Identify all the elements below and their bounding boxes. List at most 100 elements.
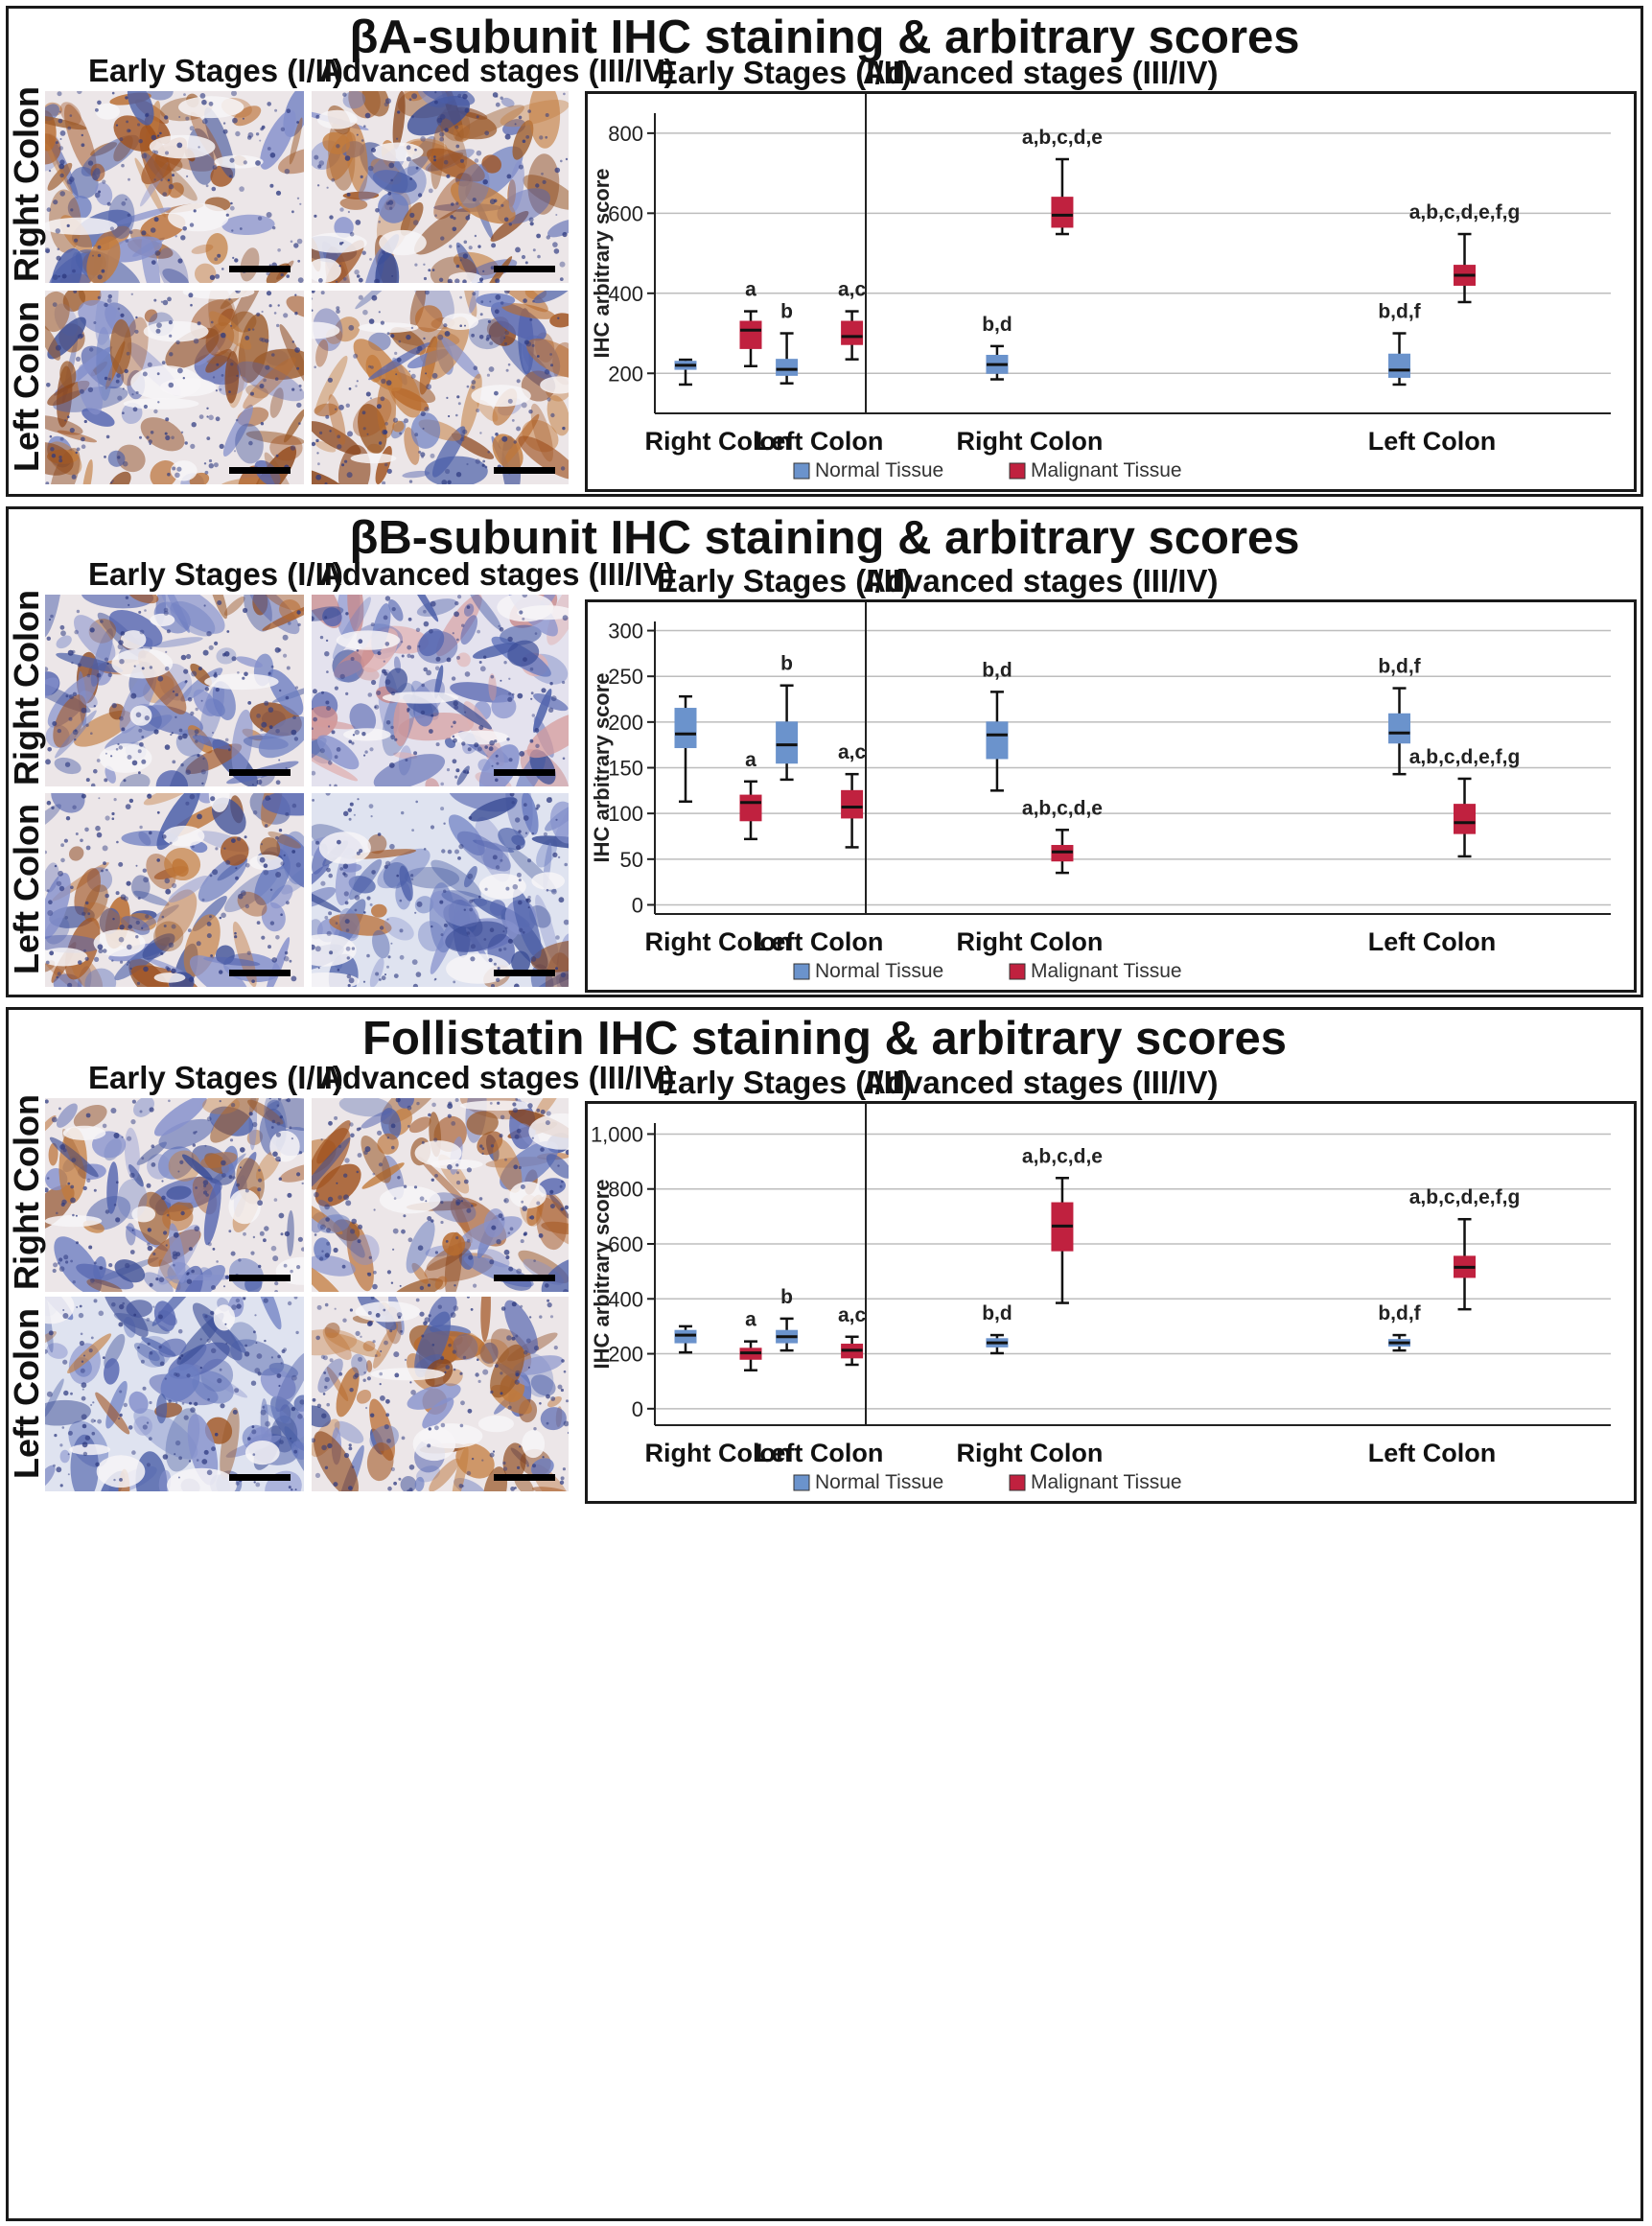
box-iqr — [1051, 197, 1074, 228]
legend-swatch — [793, 963, 810, 980]
y-tick-label: 300 — [608, 620, 643, 644]
box-iqr — [1388, 353, 1411, 378]
box-malignant-group-3: a,b,c,d,e,f,g — [1409, 201, 1521, 304]
significance-label: a,c — [838, 279, 867, 301]
box-normal-group-0 — [674, 358, 697, 387]
micrograph-right-advanced — [312, 91, 569, 283]
significance-label: b,d,f — [1378, 656, 1421, 678]
y-axis-label: IHC arbitrary score — [590, 1179, 614, 1369]
box-normal-group-3: b,d,f — [1378, 656, 1422, 776]
row-label-right-colon: Right Colon — [7, 1094, 46, 1290]
y-axis-label: IHC arbitrary score — [590, 672, 614, 862]
x-group-label: Right Colon — [645, 927, 792, 956]
legend-label: Normal Tissue — [815, 459, 943, 481]
significance-label: a,b,c,d,e — [1022, 1145, 1103, 1167]
scale-bar — [229, 769, 291, 776]
row-label-left-colon: Left Colon — [7, 804, 46, 974]
chart-panel-title-early: Early Stages (I/II) — [657, 55, 912, 90]
box-malignant-group-3: a,b,c,d,e,f,g — [1409, 1186, 1520, 1311]
y-tick-label: 200 — [608, 1343, 643, 1367]
micrograph-left-early — [45, 793, 304, 987]
y-tick-label: 200 — [608, 362, 643, 386]
significance-label: a,c — [838, 1304, 867, 1326]
significance-label: b,d — [982, 1302, 1012, 1324]
box-plot-svg: 200 400 600 800 IHC arbitrary score a b a,c b,d a… — [590, 94, 1611, 481]
significance-label: b,d,f — [1378, 1302, 1421, 1324]
box-iqr — [841, 320, 864, 345]
y-tick-label: 400 — [608, 1287, 643, 1311]
y-tick-label: 250 — [608, 665, 643, 689]
chart-panel-title-advanced: Advanced stages (III/IV) — [863, 1065, 1219, 1100]
legend-label: Malignant Tissue — [1031, 960, 1182, 982]
y-tick-label: 600 — [608, 201, 643, 225]
significance-label: a,b,c,d,e,f,g — [1409, 201, 1521, 223]
box-malignant-group-2: a,b,c,d,e — [1022, 127, 1103, 236]
box-normal-group-1: b — [776, 1286, 799, 1352]
x-group-label: Right Colon — [956, 1439, 1103, 1467]
box-normal-group-2: b,d — [982, 314, 1012, 381]
scale-bar — [229, 467, 291, 474]
y-tick-label: 800 — [608, 1178, 643, 1202]
micrograph-left-early — [45, 1297, 304, 1491]
significance-label: a — [745, 1309, 756, 1331]
box-iqr — [739, 794, 762, 822]
significance-label: b — [780, 1286, 793, 1308]
box-plot-chart: 0 200 400 600 800 1,000 IHC arbitrary score a b a… — [585, 1101, 1637, 1504]
micrograph-left-advanced — [312, 1297, 569, 1491]
legend: Normal Tissue Malignant Tissue — [793, 459, 1182, 481]
box-malignant-group-1: a,c — [838, 1304, 867, 1367]
legend-label: Normal Tissue — [815, 1471, 943, 1493]
box-plot-chart: 0 50 100 150 200 250 300 IHC arbitrary score a b a… — [585, 599, 1637, 993]
chart-panel-title-early: Early Stages (I/II) — [657, 563, 912, 598]
panel-title: βB-subunit IHC staining & arbitrary scor… — [349, 512, 1300, 564]
x-group-label: Right Colon — [645, 427, 792, 456]
y-tick-label: 150 — [608, 757, 643, 781]
box-normal-group-0 — [674, 694, 697, 804]
box-malignant-group-3: a,b,c,d,e,f,g — [1409, 746, 1521, 858]
y-tick-label: 800 — [608, 122, 643, 146]
x-group-label: Right Colon — [956, 427, 1103, 456]
row-label-right-colon: Right Colon — [7, 86, 46, 282]
panel-title: βA-subunit IHC staining & arbitrary scor… — [349, 12, 1300, 63]
row-label-left-colon: Left Colon — [7, 301, 46, 472]
micrograph-left-early — [45, 291, 304, 484]
box-malignant-group-0: a — [739, 1309, 762, 1371]
box-normal-group-1: b — [776, 653, 799, 782]
micrograph-left-advanced — [312, 793, 569, 987]
box-normal-group-1: b — [776, 301, 799, 385]
row-label-right-colon: Right Colon — [7, 590, 46, 785]
y-tick-label: 600 — [608, 1232, 643, 1256]
column-header-advanced: Advanced stages (III/IV) — [319, 53, 675, 88]
row-label-left-colon: Left Colon — [7, 1307, 46, 1479]
legend-swatch — [793, 1474, 810, 1491]
legend-swatch — [793, 462, 810, 480]
significance-label: a — [745, 749, 756, 771]
legend-swatch — [1009, 963, 1026, 980]
scale-bar — [494, 1275, 555, 1281]
chart-panel-title-advanced: Advanced stages (III/IV) — [863, 55, 1219, 90]
scale-bar — [229, 266, 291, 272]
box-malignant-group-1: a,c — [838, 279, 867, 361]
legend-label: Normal Tissue — [815, 960, 943, 982]
y-tick-label: 100 — [608, 802, 643, 826]
box-iqr — [841, 789, 864, 819]
significance-label: b — [780, 653, 793, 675]
micrograph-right-early — [45, 1098, 304, 1292]
box-iqr — [1388, 713, 1411, 744]
column-header-early: Early Stages (I/II) — [88, 556, 343, 592]
x-group-label: Right Colon — [956, 927, 1103, 956]
scale-bar — [494, 1474, 555, 1481]
x-group-label: Left Colon — [756, 1439, 883, 1467]
micrograph-right-advanced — [312, 595, 569, 786]
box-malignant-group-0: a — [739, 279, 762, 368]
legend-label: Malignant Tissue — [1031, 1471, 1182, 1493]
legend-label: Malignant Tissue — [1031, 459, 1182, 481]
significance-label: b — [780, 301, 793, 323]
significance-label: a,b,c,d,e,f,g — [1409, 746, 1521, 768]
box-malignant-group-2: a,b,c,d,e — [1022, 797, 1103, 875]
box-iqr — [776, 721, 799, 764]
micrograph-left-advanced — [312, 291, 569, 484]
box-iqr — [739, 320, 762, 349]
box-iqr — [674, 1329, 697, 1344]
column-header-early: Early Stages (I/II) — [88, 53, 343, 88]
